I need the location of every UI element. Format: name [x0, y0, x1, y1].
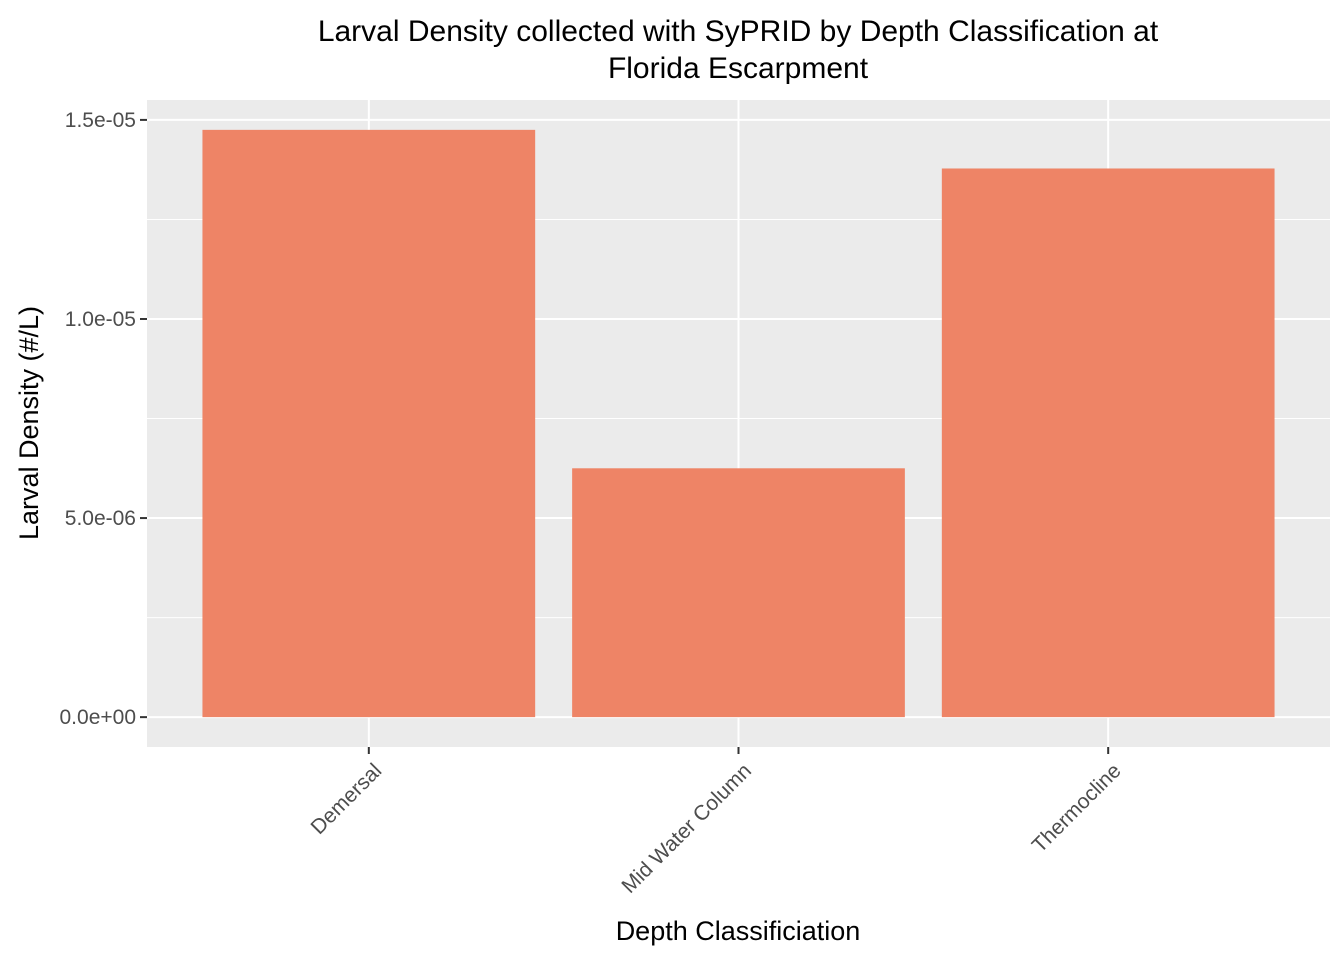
x-axis: Demersal Mid Water Column Thermocline	[307, 747, 1126, 898]
y-axis-title: Larval Density (#/L)	[14, 306, 44, 540]
y-tick-label: 0.0e+00	[60, 706, 137, 729]
bar-thermocline	[941, 168, 1275, 718]
y-tick-label: 1.5e-05	[65, 109, 136, 132]
x-tick-label: Thermocline	[1028, 759, 1126, 857]
x-axis-title: Depth Classificiation	[616, 916, 861, 946]
x-tick-label: Mid Water Column	[617, 759, 756, 898]
bars	[202, 129, 1275, 718]
y-tick-label: 1.0e-05	[65, 308, 136, 331]
chart-title-line-2: Florida Escarpment	[608, 52, 869, 85]
chart-title-line-1: Larval Density collected with SyPRID by …	[318, 15, 1159, 48]
bar-mid-water-column	[572, 468, 905, 718]
bar-demersal	[202, 129, 536, 718]
y-tick-label: 5.0e-06	[65, 507, 136, 530]
y-axis: 0.0e+00 5.0e-06 1.0e-05 1.5e-05	[60, 109, 147, 729]
x-tick-label: Demersal	[307, 759, 387, 839]
